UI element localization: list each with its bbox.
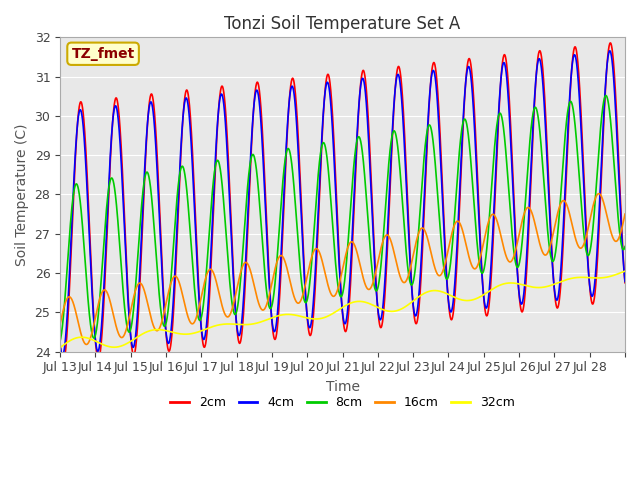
Line: 32cm: 32cm bbox=[60, 271, 625, 348]
8cm bbox=[621, 244, 629, 250]
2cm bbox=[499, 59, 506, 65]
2cm bbox=[474, 180, 481, 185]
32cm bbox=[433, 288, 441, 294]
2cm bbox=[621, 280, 629, 286]
Text: TZ_fmet: TZ_fmet bbox=[72, 47, 134, 61]
4cm bbox=[59, 352, 67, 358]
16cm bbox=[621, 211, 629, 217]
4cm bbox=[56, 342, 64, 348]
2cm bbox=[60, 360, 67, 366]
32cm bbox=[474, 295, 481, 301]
32cm bbox=[499, 281, 506, 287]
Y-axis label: Soil Temperature (C): Soil Temperature (C) bbox=[15, 123, 29, 266]
8cm bbox=[154, 269, 161, 275]
2cm bbox=[56, 343, 64, 348]
16cm bbox=[474, 263, 481, 268]
16cm bbox=[595, 191, 603, 196]
16cm bbox=[433, 270, 441, 276]
16cm bbox=[490, 212, 498, 218]
Line: 2cm: 2cm bbox=[60, 43, 625, 363]
32cm bbox=[422, 290, 429, 296]
32cm bbox=[490, 285, 498, 291]
8cm bbox=[56, 338, 64, 344]
4cm bbox=[154, 176, 161, 181]
8cm bbox=[602, 93, 610, 98]
4cm bbox=[499, 63, 506, 69]
2cm bbox=[154, 161, 161, 167]
2cm bbox=[607, 40, 614, 46]
8cm bbox=[422, 140, 429, 146]
2cm bbox=[422, 175, 429, 181]
4cm bbox=[474, 192, 481, 198]
16cm bbox=[56, 321, 64, 327]
16cm bbox=[499, 240, 506, 246]
32cm bbox=[621, 268, 629, 274]
2cm bbox=[433, 79, 441, 85]
Line: 8cm: 8cm bbox=[60, 96, 625, 341]
8cm bbox=[490, 150, 498, 156]
4cm bbox=[606, 48, 614, 54]
4cm bbox=[621, 279, 629, 285]
8cm bbox=[499, 118, 506, 123]
Line: 16cm: 16cm bbox=[60, 193, 625, 345]
Title: Tonzi Soil Temperature Set A: Tonzi Soil Temperature Set A bbox=[225, 15, 461, 33]
32cm bbox=[56, 345, 64, 350]
16cm bbox=[83, 342, 90, 348]
16cm bbox=[422, 229, 429, 235]
4cm bbox=[422, 164, 429, 170]
16cm bbox=[154, 328, 161, 334]
32cm bbox=[154, 327, 161, 333]
8cm bbox=[433, 181, 441, 187]
4cm bbox=[490, 201, 498, 206]
2cm bbox=[490, 214, 498, 220]
X-axis label: Time: Time bbox=[326, 380, 360, 394]
8cm bbox=[474, 245, 481, 251]
Line: 4cm: 4cm bbox=[60, 51, 625, 355]
4cm bbox=[433, 93, 441, 98]
Legend: 2cm, 4cm, 8cm, 16cm, 32cm: 2cm, 4cm, 8cm, 16cm, 32cm bbox=[165, 391, 520, 414]
